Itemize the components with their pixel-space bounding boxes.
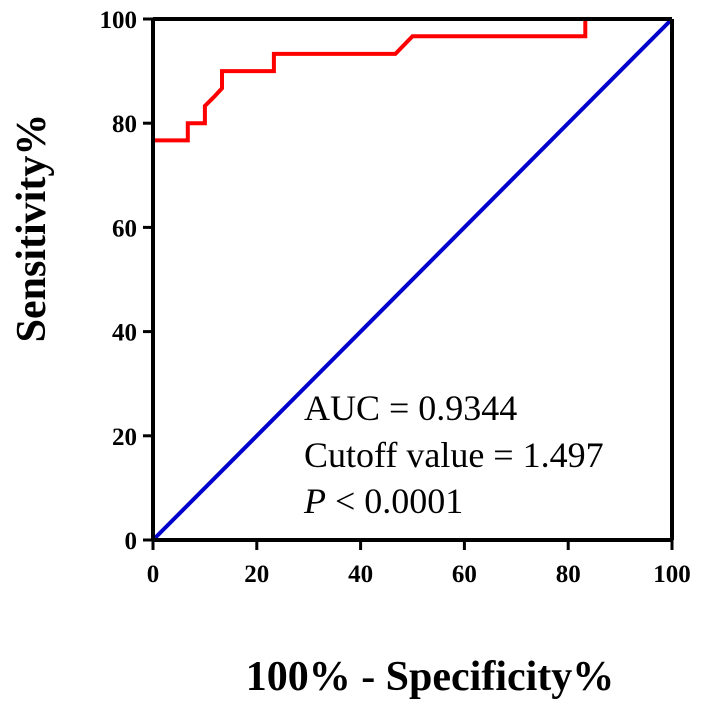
series-layer [151,17,674,542]
y-axis-title: Sensitivity% [9,114,55,343]
y-tick-label: 80 [112,111,137,138]
p-value-annotation: P < 0.0001 [303,481,463,521]
plot-area [151,17,674,542]
reference-diagonal-line [151,17,674,542]
x-tick-label: 100 [653,561,691,588]
p-symbol: P [303,481,326,521]
x-tick-label: 40 [348,561,373,588]
x-tick-label: 60 [452,561,477,588]
auc-annotation: AUC = 0.9344 [304,388,517,428]
y-tick-label: 40 [112,320,137,347]
x-tick-label: 80 [556,561,581,588]
axes-layer [151,17,674,542]
x-axis-title: 100% - Specificity% [246,654,615,700]
cutoff-annotation: Cutoff value = 1.497 [304,435,604,475]
roc-curve-line [151,17,672,540]
x-tick-label: 0 [147,561,160,588]
y-tick-label: 60 [112,215,137,242]
y-tick-label: 20 [112,424,137,451]
ticks-layer: 0 20 40 60 80 100 0 20 40 60 80 100 [100,7,691,588]
p-value-text: < 0.0001 [326,481,463,521]
y-tick-label: 0 [125,528,138,555]
x-tick-label: 20 [244,561,269,588]
y-tick-label: 100 [100,7,138,34]
